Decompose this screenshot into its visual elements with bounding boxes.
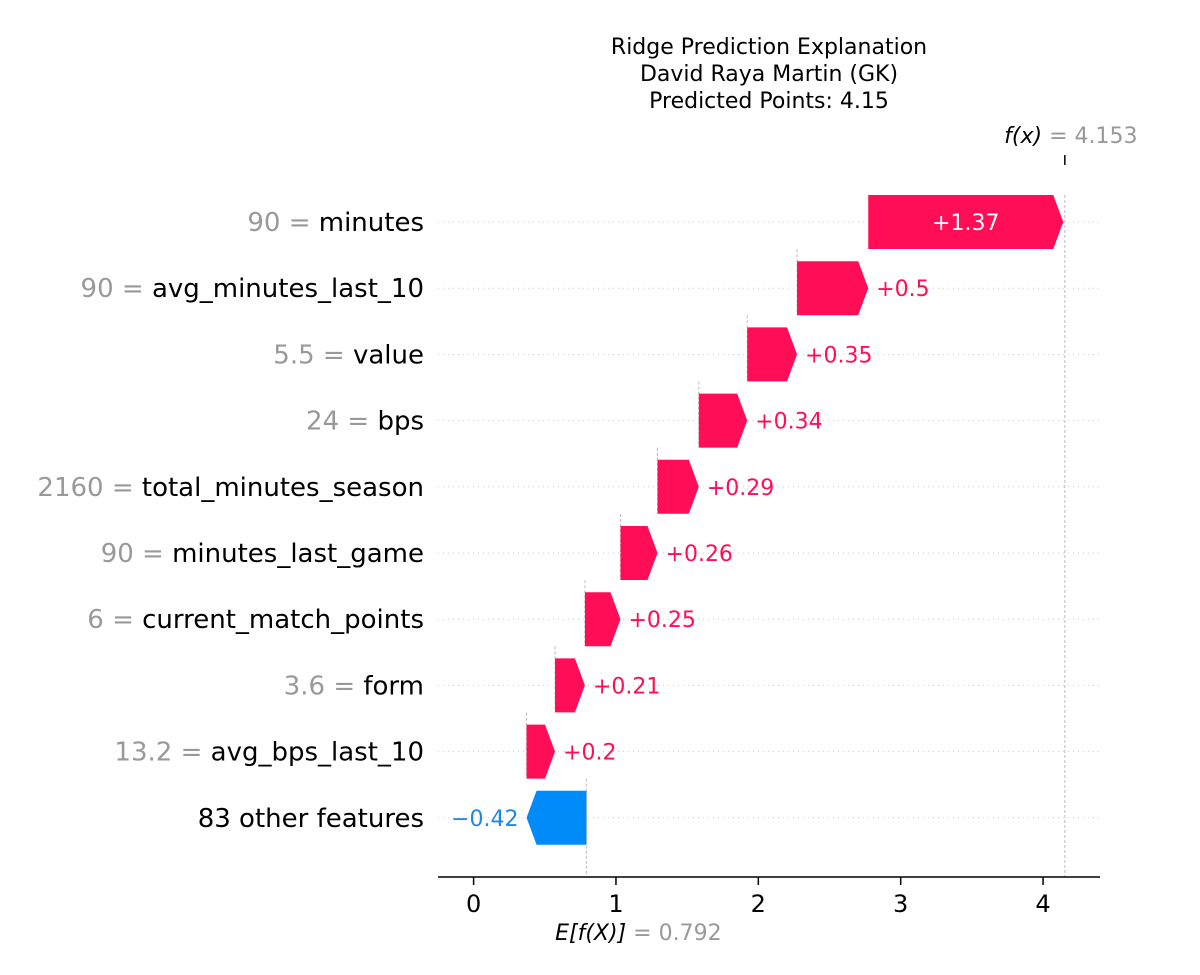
feature-value: 13.2 = [114,738,210,768]
feature-label: 90 = minutes_last_game [101,539,424,569]
bar-value-label: +0.34 [755,410,822,435]
base-value-annotation: E[f(X)] = 0.792 [555,921,721,946]
feature-label: 13.2 = avg_bps_last_10 [114,738,424,768]
value-annotations: f(x) = 4.153 E[f(X)] = 0.792 [555,124,1137,946]
bar-value [747,327,798,382]
bar-value-label: +0.25 [629,608,696,633]
feature-value: 24 = [306,407,377,437]
bar-value-label: −0.42 [451,807,518,832]
feature-name: bps [377,407,424,437]
base-value-number: = 0.792 [633,921,721,946]
bar-value-label: +0.35 [805,343,872,368]
feature-label: 83 other features [198,804,424,834]
bar-value-label: +1.37 [932,211,999,236]
feature-value: 5.5 = [273,340,353,370]
feature-name: current_match_points [142,605,424,635]
feature-name: avg_bps_last_10 [211,738,424,768]
bar-83-other-features [526,790,587,845]
bar-bps [698,393,748,448]
x-tick-label: 3 [893,890,908,918]
chart-title: Ridge Prediction Explanation [611,35,927,60]
bar-value-label: +0.2 [563,741,616,766]
feature-name: value [353,340,424,370]
base-value-symbol: E[f(X)] [555,921,633,946]
x-tick-label: 0 [466,890,481,918]
final-value-symbol: f(x) [1004,124,1049,149]
feature-label: 90 = minutes [247,208,424,238]
feature-label: 3.6 = form [284,671,424,701]
bar-avg-minutes-last-10 [797,261,869,316]
feature-name: minutes [319,208,424,238]
feature-value: 3.6 = [284,671,364,701]
x-tick-label: 1 [608,890,623,918]
bar-current-match-points [584,592,621,647]
feature-value: 90 = [247,208,318,238]
bar-value-label: +0.5 [876,277,929,302]
feature-label: 6 = current_match_points [87,605,424,635]
x-tick-label: 4 [1035,890,1050,918]
feature-label: 2160 = total_minutes_season [37,473,424,503]
feature-label: 5.5 = value [273,340,424,370]
x-tick-label: 2 [751,890,766,918]
feature-label: 90 = avg_minutes_last_10 [81,274,424,304]
feature-name: 83 other features [198,804,424,834]
feature-value: 6 = [87,605,142,635]
feature-name: total_minutes_season [142,473,424,503]
final-value-number: = 4.153 [1049,124,1137,149]
bar-avg-bps-last-10 [526,724,556,779]
feature-value: 2160 = [37,473,141,503]
chart-subtitle-player: David Raya Martin (GK) [640,62,898,87]
bar-minutes [868,195,1064,249]
feature-label: 24 = bps [306,407,424,437]
final-value-annotation: f(x) = 4.153 [1004,124,1137,149]
bar-value-label: +0.26 [666,542,733,567]
bar-value-label: +0.21 [593,674,660,699]
feature-value: 90 = [81,274,152,304]
contribution-bars: +1.37 +0.5 +0.35 +0.34 +0.29 +0.26 +0.25 +0.21 +… [451,195,1064,845]
feature-name: avg_minutes_last_10 [152,274,424,304]
x-axis: 0 1 2 3 4 [438,876,1100,918]
feature-name: minutes_last_game [172,539,424,569]
bar-minutes-last-game [620,526,658,580]
bar-form [555,658,585,713]
feature-name: form [363,671,424,701]
bar-value-label: +0.29 [707,476,774,501]
bar-total-minutes-season [657,459,699,514]
chart-subtitle-points: Predicted Points: 4.15 [649,89,889,114]
feature-value: 90 = [101,539,172,569]
bar-connectors [526,155,1066,877]
